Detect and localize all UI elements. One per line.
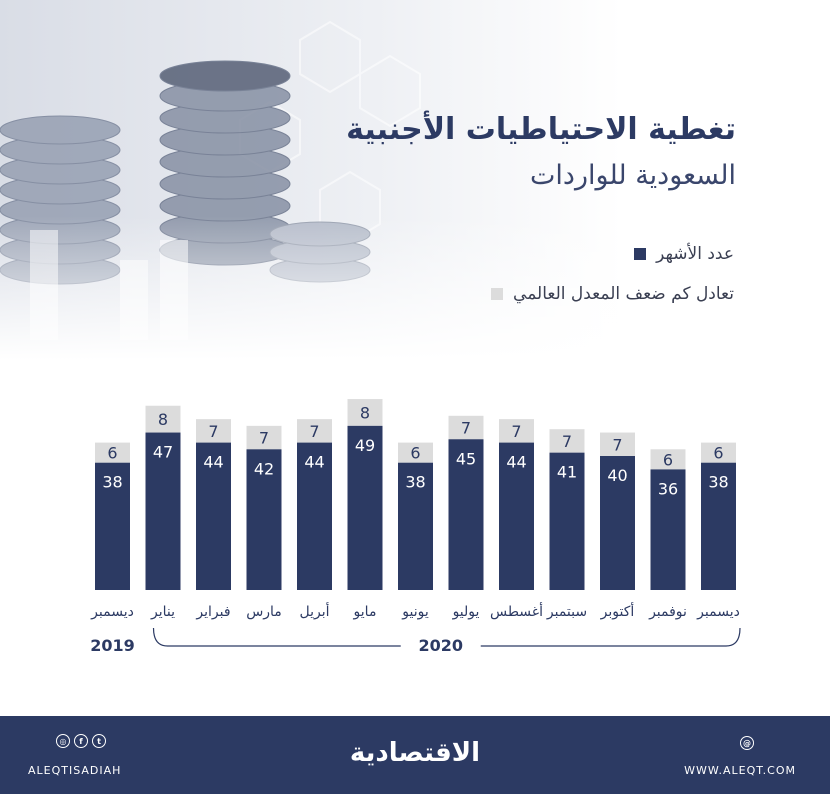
data-label-months: 42: [254, 459, 274, 478]
x-tick-label: أبريل: [299, 602, 329, 620]
bar-world-multiple: [398, 442, 433, 463]
data-label-months: 38: [102, 473, 122, 492]
x-tick-label: يوليو: [452, 604, 480, 620]
bar-world-multiple: [347, 399, 383, 426]
data-label-months: 44: [506, 453, 526, 472]
bar-chart: 6 38 ديسمبر 8 47 يناير 7 44 فبراير 7 42 مارس 7 44 أبري…: [90, 399, 741, 655]
bar-world-multiple: [600, 432, 635, 456]
data-label-world-multiple: 6: [410, 444, 420, 463]
chart-subtitle: السعودية للواردات: [530, 160, 736, 191]
year-bracket: [152, 627, 741, 647]
bar-world-multiple: [448, 415, 484, 440]
data-label-months: 40: [607, 466, 627, 485]
bar-months: [297, 442, 332, 590]
website-link[interactable]: WWW.ALEQT.COM: [684, 764, 796, 777]
bar-months: [600, 456, 635, 590]
x-tick-label: أكتوبر: [600, 602, 635, 620]
data-label-months: 49: [355, 436, 375, 455]
x-tick-label: مايو: [353, 604, 377, 620]
bar-months: [398, 462, 433, 590]
data-label-months: 36: [658, 479, 678, 498]
chart-title: تغطية الاحتياطيات الأجنبية: [346, 112, 736, 147]
data-label-world-multiple: 7: [511, 422, 521, 441]
bar-months: [448, 439, 484, 590]
data-label-world-multiple: 7: [208, 422, 218, 441]
bar-months: [701, 462, 736, 590]
globe-icon[interactable]: @: [740, 736, 754, 750]
x-tick-label: نوفمبر: [648, 604, 687, 620]
instagram-icon[interactable]: ◎: [56, 734, 70, 748]
x-tick-label: فبراير: [195, 604, 230, 620]
bar-world-multiple: [246, 425, 282, 450]
social-handle[interactable]: ALEQTISADIAH: [28, 764, 122, 777]
bar-months: [95, 462, 130, 590]
data-label-months: 44: [304, 453, 324, 472]
bar-world-multiple: [499, 419, 534, 443]
bar-months: [347, 425, 383, 590]
bar-world-multiple: [95, 442, 130, 463]
data-label-months: 44: [203, 453, 223, 472]
data-label-world-multiple: 7: [461, 419, 471, 438]
bar-months: [549, 452, 585, 590]
data-label-world-multiple: 6: [663, 450, 673, 469]
data-label-world-multiple: 6: [713, 444, 723, 463]
bar-world-multiple: [196, 419, 231, 443]
data-label-months: 38: [405, 473, 425, 492]
data-label-months: 47: [153, 443, 173, 462]
bar-months: [499, 442, 534, 590]
data-label-world-multiple: 8: [158, 410, 168, 429]
x-tick-label: يونيو: [401, 604, 429, 620]
legend-item-months: عدد الأشهر: [634, 244, 734, 264]
data-label-world-multiple: 8: [360, 403, 370, 422]
data-label-months: 45: [456, 449, 476, 468]
bar-months: [246, 449, 282, 590]
x-tick-label: ديسمبر: [90, 604, 134, 620]
legend-label-world-multiple: تعادل كم ضعف المعدل العالمي: [513, 284, 734, 304]
legend-swatch-light: [491, 288, 504, 300]
facebook-icon[interactable]: f: [74, 734, 88, 748]
coins-background-image: [0, 0, 830, 360]
bar-months: [145, 432, 181, 590]
legend-label-months: عدد الأشهر: [656, 244, 734, 264]
legend-item-world-multiple: تعادل كم ضعف المعدل العالمي: [491, 284, 734, 304]
bar-months: [196, 442, 231, 590]
data-label-world-multiple: 7: [259, 429, 269, 448]
x-tick-label: سبتمبر: [546, 604, 587, 620]
social-icons: ◎ f t: [56, 734, 106, 748]
legend-swatch-dark: [634, 248, 647, 260]
data-label-months: 38: [708, 473, 728, 492]
bar-world-multiple: [549, 429, 585, 453]
x-tick-label: أغسطس: [490, 602, 543, 620]
bar-world-multiple: [145, 405, 181, 433]
data-label-world-multiple: 7: [612, 435, 622, 454]
year-label: 2019: [90, 636, 135, 655]
x-tick-label: يناير: [150, 604, 175, 620]
year-label: 2020: [418, 636, 463, 655]
brand-logo: الاقتصادية: [349, 738, 481, 768]
data-label-world-multiple: 7: [562, 432, 572, 451]
bar-world-multiple: [701, 442, 736, 463]
data-label-world-multiple: 7: [309, 422, 319, 441]
x-tick-label: ديسمبر: [696, 604, 740, 620]
twitter-icon[interactable]: t: [92, 734, 106, 748]
bar-world-multiple: [297, 419, 332, 443]
x-tick-label: مارس: [246, 604, 282, 620]
data-label-world-multiple: 6: [107, 444, 117, 463]
data-label-months: 41: [557, 463, 577, 482]
bar-months: [650, 469, 686, 590]
bar-world-multiple: [650, 449, 686, 470]
footer-bar: ◎ f t ALEQTISADIAH الاقتصادية @ WWW.ALEQ…: [0, 716, 830, 794]
